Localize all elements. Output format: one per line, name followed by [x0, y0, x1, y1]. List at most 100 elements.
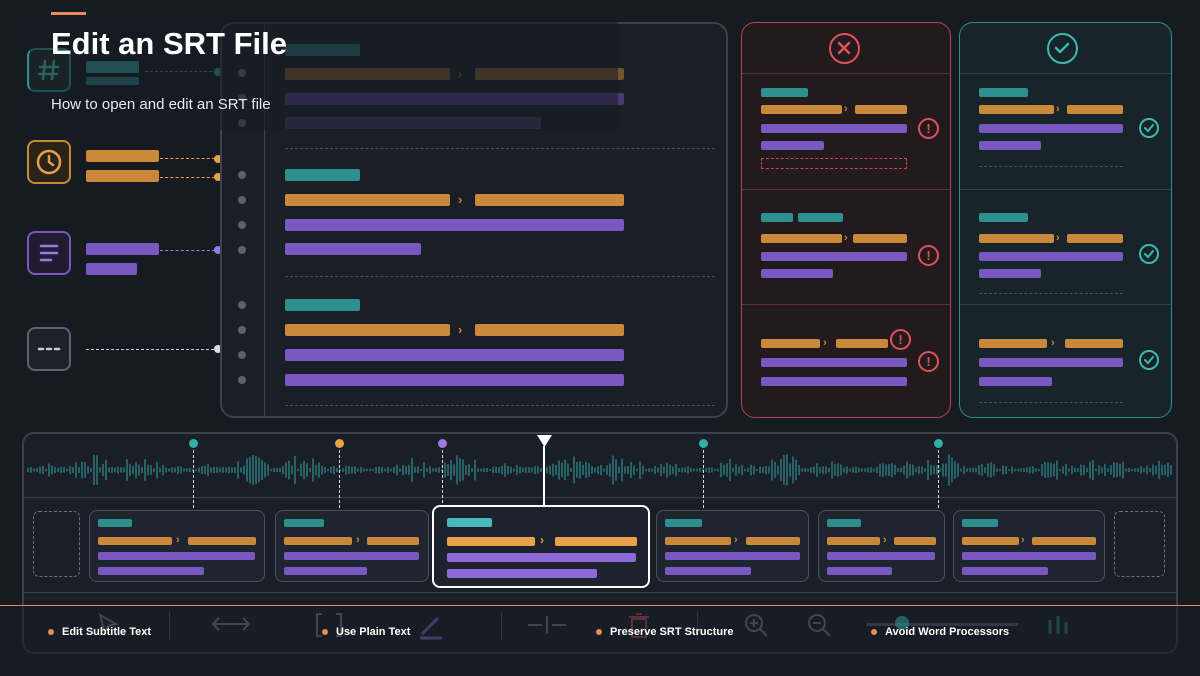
sidebar-text-bar-2: [86, 263, 137, 275]
sidebar-connector: [160, 177, 215, 178]
text-lines-icon: [27, 231, 71, 275]
wrong-index-bar: [761, 88, 808, 97]
right-start-bar: [979, 105, 1054, 114]
right-index-bar: [979, 213, 1028, 222]
page-title: Edit an SRT File: [51, 26, 287, 61]
right-text-bar: [979, 358, 1123, 367]
line-marker: [238, 326, 246, 334]
zoom-out-icon[interactable]: [806, 612, 832, 638]
volume-slider-track[interactable]: [866, 623, 1018, 626]
chevron-right-icon: ›: [458, 192, 463, 207]
editor-index-bar: [285, 299, 360, 311]
clock-icon: [27, 140, 71, 184]
editor-start-time-bar: [285, 324, 450, 336]
wrong-start-bar: [761, 105, 842, 114]
editor-block-separator: [285, 405, 715, 406]
bracket-icon[interactable]: [314, 612, 344, 638]
wrong-end-bar: [836, 339, 888, 348]
resize-arrows-icon[interactable]: [210, 614, 252, 634]
page-subtitle: How to open and edit an SRT file: [51, 96, 271, 113]
right-index-bar: [979, 88, 1028, 97]
cue-marker-line: [442, 450, 443, 508]
cue-marker: [189, 439, 198, 448]
legend-label: Use Plain Text: [336, 626, 411, 638]
wrong-divider: [742, 189, 950, 190]
editor-gutter-divider: [264, 24, 265, 416]
split-icon[interactable]: [526, 614, 568, 636]
subtitle-clip[interactable]: ›: [953, 510, 1105, 582]
toolbar-divider: [501, 612, 502, 640]
sidebar-connector: [160, 158, 215, 159]
missing-line-box: [761, 158, 907, 169]
editor-end-time-bar: [475, 324, 624, 336]
subtitle-clip[interactable]: ›: [656, 510, 809, 582]
x-circle-icon: [829, 33, 860, 64]
right-text-bar: [979, 141, 1041, 150]
subtitle-clip-selected[interactable]: ›: [432, 505, 650, 588]
right-end-bar: [1067, 234, 1123, 243]
pen-icon[interactable]: [416, 612, 444, 640]
cue-marker: [934, 439, 943, 448]
wrong-text-bar: [761, 124, 907, 133]
legend-label: Edit Subtitle Text: [62, 626, 152, 638]
chevron-right-icon: ›: [1056, 103, 1060, 115]
right-text-bar: [979, 269, 1041, 278]
timeline-waveform-divider: [24, 497, 1176, 498]
line-marker: [238, 301, 246, 309]
level-bars-icon: [1048, 616, 1068, 634]
wrong-text-bar: [761, 269, 833, 278]
chevron-right-icon: ›: [1051, 337, 1055, 349]
sidebar-connector: [160, 250, 215, 251]
zoom-in-icon[interactable]: [743, 612, 769, 638]
right-separator: [979, 166, 1123, 167]
right-end-bar: [1067, 105, 1123, 114]
check-circle-icon: [1139, 350, 1159, 370]
chevron-right-icon: ›: [844, 232, 848, 244]
legend-item-use-plain-text: Use Plain Text: [322, 626, 410, 638]
ellipsis-icon: [27, 327, 71, 371]
trash-icon[interactable]: [626, 612, 652, 640]
editor-text-bar: [285, 243, 421, 255]
legend-overlay: [0, 605, 1200, 676]
cue-marker-line: [703, 450, 704, 508]
wrong-text-bar: [761, 252, 907, 261]
legend-item-preserve-srt-structure: Preserve SRT Structure: [596, 626, 734, 638]
cue-marker-line: [938, 450, 939, 508]
subtitle-clip[interactable]: ›: [275, 510, 429, 582]
empty-clip-slot: [33, 511, 80, 577]
legend-bullet: [322, 629, 328, 635]
check-circle-icon: [1047, 33, 1078, 64]
right-divider: [960, 304, 1171, 305]
chevron-right-icon: ›: [458, 322, 463, 337]
warning-icon: !: [918, 245, 939, 266]
cue-marker-line: [193, 450, 194, 508]
sidebar-connector: [86, 349, 214, 350]
chevron-right-icon: ›: [1056, 232, 1060, 244]
audio-waveform: [27, 454, 1172, 486]
sidebar-connector-dot: [214, 246, 222, 254]
right-divider: [960, 73, 1171, 74]
sidebar-connector-dot: [214, 155, 222, 163]
sidebar-connector-dot: [214, 345, 222, 353]
legend-bullet: [871, 629, 877, 635]
right-start-bar: [979, 234, 1054, 243]
legend-bullet: [596, 629, 602, 635]
right-separator: [979, 402, 1123, 403]
volume-slider-knob[interactable]: [895, 616, 909, 630]
wrong-index-bar: [761, 213, 793, 222]
legend-bullet: [48, 629, 54, 635]
right-text-bar: [979, 377, 1052, 386]
wrong-end-bar: [855, 105, 907, 114]
timeline-track-divider: [24, 592, 1176, 593]
wrong-text-bar: [761, 358, 907, 367]
editor-block-separator: [285, 148, 715, 149]
wrong-start-bar: [761, 234, 842, 243]
wrong-start-bar: [761, 339, 820, 348]
cursor-icon[interactable]: [96, 612, 120, 636]
cue-marker: [699, 439, 708, 448]
subtitle-clip[interactable]: ›: [89, 510, 265, 582]
toolbar-divider: [697, 612, 698, 640]
subtitle-clip[interactable]: ›: [818, 510, 945, 582]
legend-item-avoid-word-processors: Avoid Word Processors: [871, 626, 1009, 638]
playhead-icon[interactable]: [536, 434, 553, 448]
